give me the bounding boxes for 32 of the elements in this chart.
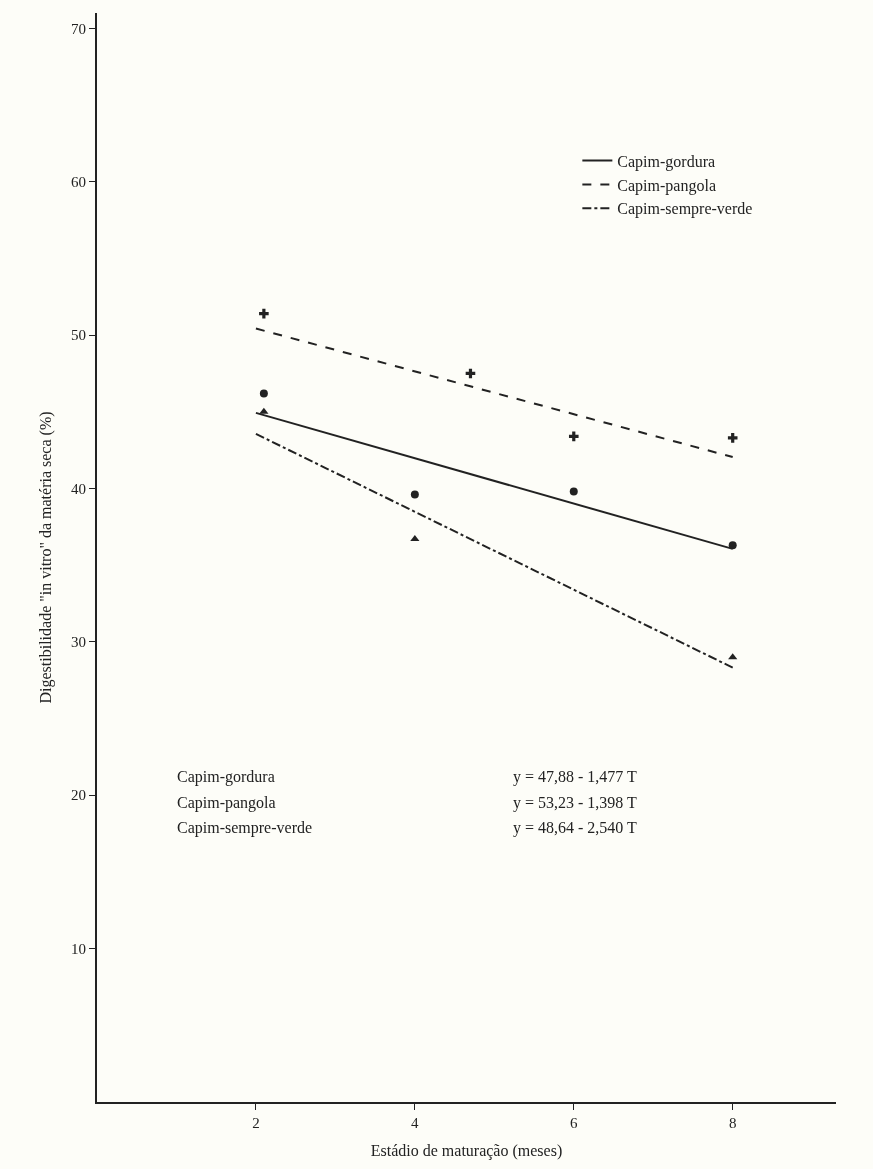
point	[568, 431, 579, 442]
x-tick-label: 6	[570, 1115, 579, 1131]
y-tick-label: 50	[71, 327, 86, 344]
annotation: Capim-gordura	[177, 768, 275, 786]
point	[259, 389, 268, 398]
legend-label: Capim-sempre-verde	[617, 200, 753, 219]
y-tick-label: 70	[71, 20, 86, 37]
annotation: Capim-pangola	[177, 794, 276, 812]
y-tick-label: 30	[71, 634, 86, 651]
point	[410, 490, 419, 499]
point	[569, 487, 578, 496]
point	[259, 308, 269, 319]
point	[410, 535, 420, 542]
legend-label: Capim-pangola	[617, 176, 716, 195]
legend-label: Capim-gordura	[617, 152, 716, 171]
point	[259, 407, 269, 414]
point	[728, 653, 738, 660]
annotation: y = 53,23 - 1,398 T	[513, 794, 638, 812]
y-tick-label: 20	[71, 787, 86, 804]
y-tick-label: 10	[71, 940, 86, 957]
x-tick-label: 8	[728, 1115, 737, 1131]
y-tick-label: 40	[71, 480, 86, 497]
annotation: y = 48,64 - 2,540 T	[513, 819, 638, 837]
y-axis-title: Digestibilidade "in vitro" da matéria seca (%)	[37, 411, 56, 704]
y-tick-label: 60	[71, 173, 86, 190]
point	[727, 433, 738, 443]
x-tick-label: 2	[252, 1115, 260, 1131]
x-tick-label: 4	[411, 1115, 420, 1131]
annotation: y = 47,88 - 1,477 T	[513, 768, 638, 786]
x-axis-title: Estádio de maturação (meses)	[370, 1142, 563, 1161]
annotation: Capim-sempre-verde	[177, 819, 313, 837]
point	[728, 541, 737, 550]
